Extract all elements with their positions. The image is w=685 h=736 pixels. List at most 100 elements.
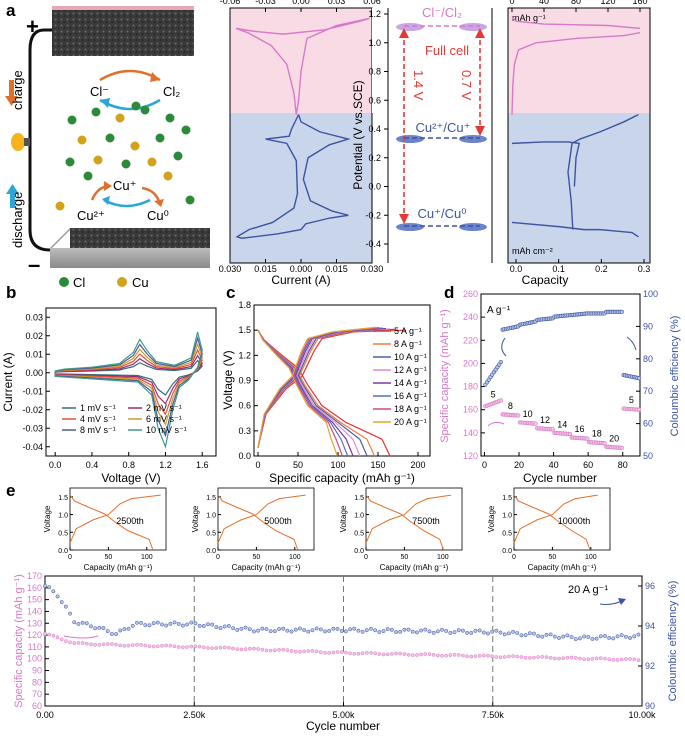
e-capacity-point xyxy=(59,637,64,642)
e-efficiency-point xyxy=(101,626,106,630)
e-efficiency-point xyxy=(565,633,570,638)
e-inset-ytick-label: 1.0 xyxy=(58,513,68,520)
a-gcd-top-unit: mAh g⁻¹ xyxy=(512,13,546,23)
e-inset-xtick-label: 0 xyxy=(68,554,72,561)
b-series-line xyxy=(54,336,203,438)
e-capacity-point xyxy=(565,655,570,660)
a-cv-bottom-tick-label: 0.030 xyxy=(361,264,384,274)
e-capacity-point xyxy=(185,645,189,649)
e-efficiency-point xyxy=(151,621,156,626)
e-capacity-point xyxy=(390,652,394,656)
b-legend-label: 10 mV s⁻¹ xyxy=(146,425,187,435)
e-capacity-point xyxy=(344,650,348,655)
e-efficiency-point xyxy=(281,626,286,631)
e-capacity-point xyxy=(473,654,478,659)
e-capacity-point xyxy=(419,652,423,657)
e-efficiency-point xyxy=(523,633,528,638)
e-efficiency-point xyxy=(55,594,60,599)
e-capacity-point xyxy=(310,649,315,653)
e-capacity-point xyxy=(189,644,194,649)
minus-sign: – xyxy=(28,252,40,277)
e-capacity-point xyxy=(168,643,173,648)
e-capacity-point xyxy=(410,653,415,658)
e-capacity-point xyxy=(135,642,139,647)
e-inset-frame xyxy=(365,487,463,551)
e-efficiency-point xyxy=(477,628,482,633)
legend-cu-label: Cu xyxy=(132,275,149,290)
chart-c: 0 50 100 150 200 1.8 1.5 1.2 0.9 0.6 0.3 0.0 5 A g⁻… xyxy=(221,300,431,485)
e-xtick-label: 7.50k xyxy=(482,710,505,720)
a-cv-bottom-tick-label: 0.015 xyxy=(325,264,348,274)
e-efficiency-point xyxy=(260,626,265,631)
e-capacity-point xyxy=(423,652,428,656)
e-efficiency-point xyxy=(63,604,68,609)
legend-cl-label: Cl xyxy=(73,275,85,290)
e-efficiency-point xyxy=(331,626,336,631)
e-efficiency-point xyxy=(440,627,444,632)
e-efficiency-point xyxy=(406,627,411,632)
cu-particle xyxy=(147,157,157,167)
e-efficiency-point xyxy=(139,620,144,625)
a-pot-tick-label: 0.2 xyxy=(368,153,381,163)
e-inset-ytick-label: 1.0 xyxy=(354,513,364,520)
cu-particle xyxy=(77,135,87,145)
e-capacity-point xyxy=(636,658,641,662)
charge-arrow-icon xyxy=(5,96,18,106)
e-capacity-point xyxy=(331,650,336,655)
e-ytick-left-label: 140 xyxy=(27,606,42,616)
e-efficiency-point xyxy=(540,634,545,639)
e-capacity-point xyxy=(452,652,457,657)
e-capacity-point xyxy=(360,651,365,656)
e-efficiency-point xyxy=(531,631,536,636)
e-efficiency-point xyxy=(577,636,582,641)
e-efficiency-point xyxy=(118,628,123,633)
e-capacity-point xyxy=(632,657,637,662)
chart-b: 0.0 0.4 0.8 1.2 1.6 0.03 0.02 0.01 0.00 -0.01 -0.0… xyxy=(1,307,217,485)
a-gcd-bottom-tick-label: 0.3 xyxy=(638,264,651,274)
e-efficiency-point xyxy=(306,629,311,634)
e-capacity-point xyxy=(122,643,127,648)
e-efficiency-point xyxy=(628,636,633,640)
e-capacity-point xyxy=(573,656,578,660)
e-capacity-point xyxy=(193,644,198,649)
e-efficiency-point xyxy=(264,627,269,632)
e-efficiency-point xyxy=(302,628,307,633)
e-inset-xtick-label: 0 xyxy=(216,554,220,561)
e-efficiency-point xyxy=(155,620,160,625)
d-rate-label: 5 xyxy=(629,395,634,405)
e-capacity-point xyxy=(540,654,545,659)
e-inset-discharge-curve xyxy=(365,494,445,551)
e-capacity-point xyxy=(110,642,114,646)
e-capacity-point xyxy=(268,648,273,653)
d-capacity-point xyxy=(637,407,642,412)
e-efficiency-point xyxy=(256,628,261,633)
a-gcd-xlabel: Capacity xyxy=(522,273,569,287)
e-efficiency-point xyxy=(172,620,177,625)
a-gcd-top-tick-label: 160 xyxy=(632,0,647,6)
e-efficiency-point xyxy=(226,623,231,628)
b-ylabel: Current (A) xyxy=(1,352,15,411)
e-capacity-point xyxy=(348,651,352,656)
d-xtick-label: 40 xyxy=(549,460,559,470)
e-capacity-point xyxy=(381,652,386,657)
e-efficiency-point xyxy=(431,630,436,635)
e-capacity-point xyxy=(101,642,106,647)
e-capacity-point xyxy=(385,652,390,657)
e-capacity-point xyxy=(285,648,290,653)
e-insets: 0 50 100 1.5 1.0 0.5 0.0 2500th Capacity (mAh g⁻… xyxy=(43,487,611,572)
b-ytick-label: 0.02 xyxy=(25,331,43,341)
e-efficiency-point xyxy=(272,629,277,634)
e-capacity-point xyxy=(615,658,620,662)
e-efficiency-point xyxy=(335,626,340,631)
e-inset-discharge-curve xyxy=(513,494,591,551)
cl-particle xyxy=(140,105,150,115)
d-ytick-left-label: 220 xyxy=(463,335,478,345)
e-efficiency-point xyxy=(343,629,348,634)
c-xtick-label: 0 xyxy=(255,460,260,470)
c-ytick-label: 1.5 xyxy=(238,325,251,335)
e-capacity-point xyxy=(461,653,465,658)
e-capacity-point xyxy=(448,653,453,657)
e-efficiency-point xyxy=(72,620,77,625)
e-efficiency-point xyxy=(93,626,98,631)
d-ytick-left-label: 200 xyxy=(463,358,478,368)
